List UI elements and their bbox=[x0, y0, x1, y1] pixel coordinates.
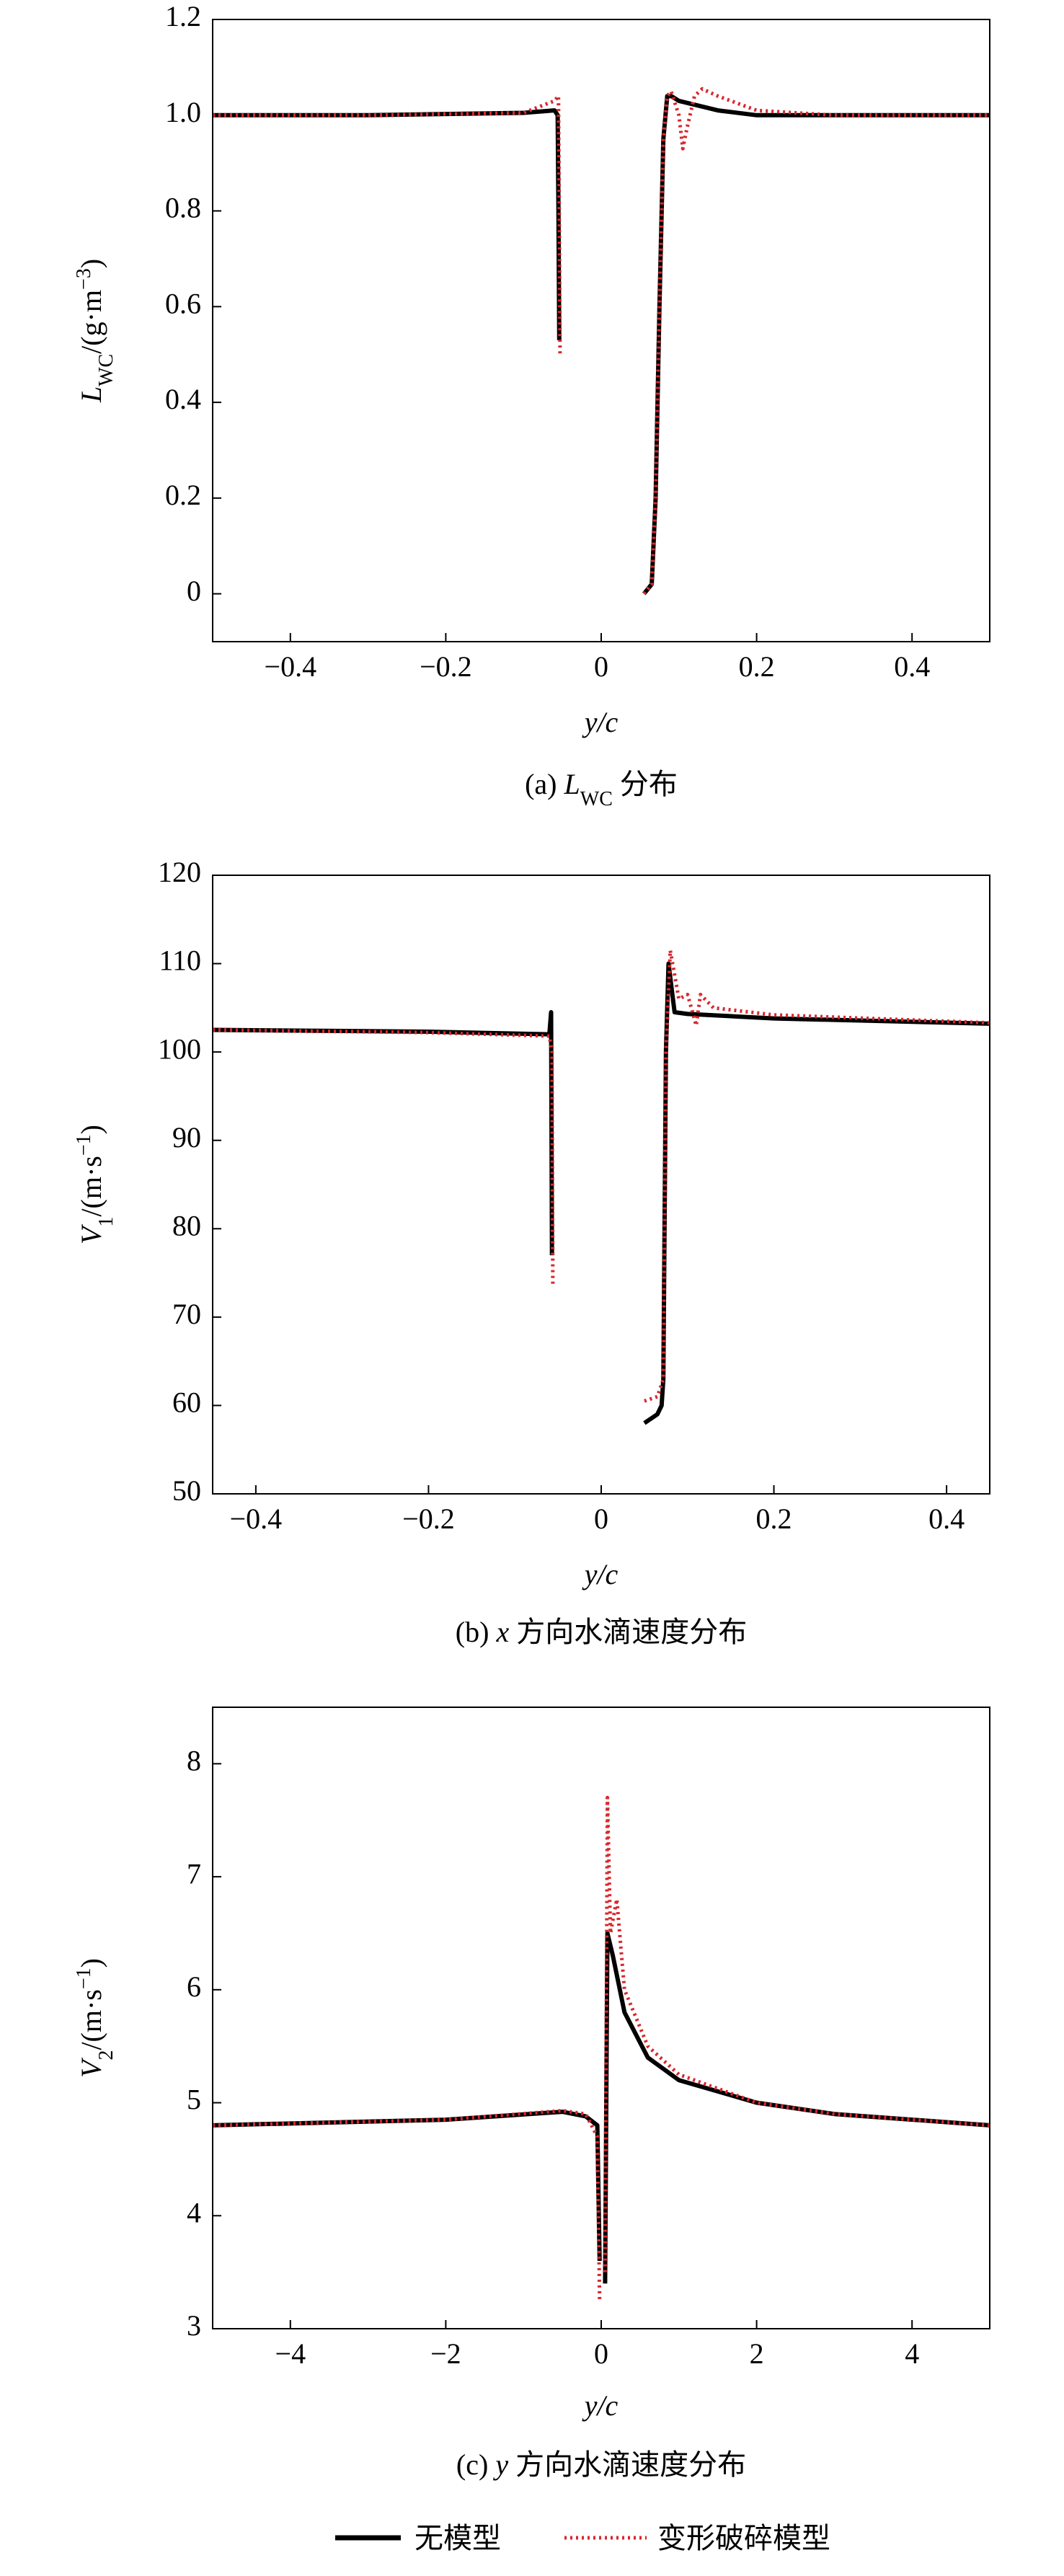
caption: (c) y 方向水滴速度分布 bbox=[456, 2448, 746, 2481]
caption-part: x bbox=[495, 1616, 509, 1648]
legend: 无模型 变形破碎模型 bbox=[335, 2522, 830, 2555]
y-tick-label: 60 bbox=[172, 1386, 201, 1419]
caption-part: 方向水滴速度分布 bbox=[508, 2448, 746, 2481]
caption: (b) x 方向水滴速度分布 bbox=[456, 1616, 747, 1648]
y-tick-label: 0.4 bbox=[165, 383, 201, 415]
y-tick-label: 70 bbox=[172, 1298, 201, 1330]
caption-part: 分布 bbox=[613, 768, 678, 800]
y-label-part: /(m·s bbox=[75, 1989, 107, 2050]
y-label-part: 2 bbox=[95, 2050, 118, 2061]
caption-part: (c) bbox=[456, 2448, 495, 2481]
x-tick-label: 0.4 bbox=[894, 650, 930, 683]
y-axis-label: V2/(m·s−1) bbox=[73, 1958, 118, 2078]
legend-label: 变形破碎模型 bbox=[657, 2522, 830, 2555]
series-line bbox=[213, 87, 990, 596]
y-axis-label: LWC/(g·m−3) bbox=[73, 259, 118, 403]
y-label-part: ) bbox=[75, 1958, 107, 1968]
x-axis-label: y/c bbox=[582, 2389, 619, 2422]
y-tick-label: 3 bbox=[187, 2309, 201, 2342]
y-tick-label: 80 bbox=[172, 1209, 201, 1241]
x-tick-label: −0.2 bbox=[402, 1502, 455, 1535]
x-tick-label: 0.4 bbox=[928, 1502, 965, 1535]
series-line bbox=[213, 1795, 990, 2301]
series-line bbox=[213, 94, 990, 596]
chart: 50 60 70 80 90 100 110 120 −0.4 −0.2 0 0.2 0.4 V1/(m·… bbox=[73, 856, 990, 1648]
y-label-part: 1 bbox=[95, 1217, 118, 1227]
y-label-part: V bbox=[75, 1223, 107, 1244]
series-line bbox=[213, 948, 990, 1403]
x-tick-label: 2 bbox=[750, 2337, 764, 2370]
x-tick-label: 0 bbox=[594, 650, 608, 683]
y-tick-label: 90 bbox=[172, 1121, 201, 1154]
y-tick-label: 7 bbox=[187, 1857, 201, 1890]
y-tick-label: 0.6 bbox=[165, 287, 201, 319]
y-label-part: −3 bbox=[73, 268, 95, 290]
x-tick-label: −0.4 bbox=[230, 1502, 283, 1535]
y-tick-label: 0.8 bbox=[165, 192, 201, 224]
y-tick-label: 0 bbox=[187, 575, 201, 607]
caption-part: L bbox=[564, 768, 580, 800]
legend-label: 无模型 bbox=[414, 2522, 501, 2555]
y-tick-label: 6 bbox=[187, 1970, 201, 2003]
x-tick-label: 0.2 bbox=[739, 650, 775, 683]
caption-part: (a) bbox=[525, 768, 564, 800]
y-tick-label: 1.2 bbox=[165, 0, 201, 32]
x-tick-label: 0 bbox=[594, 2337, 608, 2370]
y-label-part: /(m·s bbox=[75, 1156, 107, 1216]
x-tick-label: −0.2 bbox=[420, 650, 472, 683]
y-tick-label: 8 bbox=[187, 1745, 201, 1777]
x-tick-label: 0.2 bbox=[756, 1502, 792, 1535]
y-label-part: /(g·m bbox=[75, 290, 107, 354]
plot-frame bbox=[212, 875, 990, 1495]
plot-frame bbox=[212, 1707, 990, 2329]
x-tick-label: −4 bbox=[275, 2337, 306, 2370]
y-label-part: −1 bbox=[73, 1968, 95, 1989]
y-label-part: V bbox=[75, 2057, 107, 2078]
y-tick-label: 120 bbox=[158, 856, 201, 888]
x-axis-label: y/c bbox=[582, 1558, 619, 1590]
caption-part: y bbox=[492, 2448, 508, 2481]
y-axis-label: V1/(m·s−1) bbox=[73, 1125, 118, 1244]
y-label-part: L bbox=[75, 386, 107, 403]
chart: 00.20.40.60.81.01.2−0.4 −0.2 0 0.2 0.4LWC/(g… bbox=[73, 0, 990, 810]
caption-part: 方向水滴速度分布 bbox=[509, 1616, 747, 1648]
series-line bbox=[213, 1931, 990, 2284]
plot-frame bbox=[212, 19, 990, 642]
y-label-part: ) bbox=[75, 1125, 107, 1134]
caption-part: (b) bbox=[456, 1616, 497, 1648]
x-tick-label: −2 bbox=[430, 2337, 461, 2370]
y-label-part: ) bbox=[75, 259, 107, 268]
x-tick-label: 0 bbox=[594, 1502, 608, 1535]
x-axis-label: y/c bbox=[582, 706, 619, 738]
y-tick-label: 50 bbox=[172, 1474, 201, 1507]
y-label-part: −1 bbox=[73, 1134, 95, 1156]
caption-part: WC bbox=[580, 788, 613, 810]
y-tick-label: 0.2 bbox=[165, 479, 201, 511]
x-tick-label: 4 bbox=[905, 2337, 919, 2370]
x-tick-label: −0.4 bbox=[265, 650, 317, 683]
y-tick-label: 100 bbox=[158, 1032, 201, 1065]
y-tick-label: 4 bbox=[187, 2196, 201, 2228]
y-tick-label: 5 bbox=[187, 2084, 201, 2116]
y-label-part: WC bbox=[95, 354, 118, 386]
caption: (a) LWC 分布 bbox=[525, 768, 678, 810]
y-tick-label: 110 bbox=[159, 944, 201, 977]
y-tick-label: 1.0 bbox=[165, 96, 201, 128]
